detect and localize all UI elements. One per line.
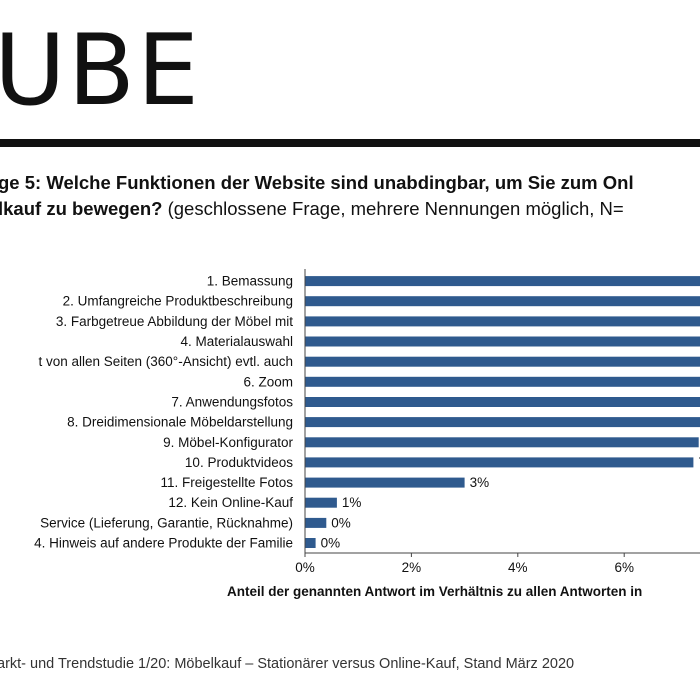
bar xyxy=(305,296,700,307)
value-label: 0% xyxy=(321,536,341,551)
bar xyxy=(305,336,700,347)
header-divider xyxy=(0,139,700,147)
category-label: 2. Umfangreiche Produktbeschreibung xyxy=(63,294,293,309)
category-label: 6. Zoom xyxy=(243,374,293,389)
category-label: 4. Hinweis auf andere Produkte der Famil… xyxy=(34,536,293,551)
category-label: 10. Produktvideos xyxy=(185,455,293,470)
x-tick-label: 0% xyxy=(295,560,315,575)
bar xyxy=(305,497,337,508)
category-label: 9. Möbel-Konfigurator xyxy=(163,435,293,450)
bar xyxy=(305,276,700,287)
bar xyxy=(305,316,700,327)
question-bold-line-1: ge 5: Welche Funktionen der Website sind… xyxy=(0,172,634,193)
bar xyxy=(305,417,700,428)
footer-source: arkt- und Trendstudie 1/20: Möbelkauf – … xyxy=(0,656,575,672)
category-label: 4. Materialauswahl xyxy=(180,334,293,349)
category-label: Service (Lieferung, Garantie, Rücknahme) xyxy=(40,515,293,530)
question-normal-line-2: (geschlossene Frage, mehrere Nennungen m… xyxy=(162,198,624,219)
category-label: 8. Dreidimensionale Möbeldarstellung xyxy=(67,415,293,430)
category-label: 7. Anwendungsfotos xyxy=(171,395,293,410)
bar xyxy=(305,477,465,488)
x-tick-label: 2% xyxy=(402,560,422,575)
question-line-1: ge 5: Welche Funktionen der Website sind… xyxy=(0,170,700,196)
bar xyxy=(305,376,700,387)
question-bold-line-2: lkauf zu bewegen? xyxy=(0,198,163,219)
category-label: 12. Kein Online-Kauf xyxy=(168,495,293,510)
value-label: 3% xyxy=(470,475,490,490)
x-tick-label: 6% xyxy=(614,560,634,575)
bar xyxy=(305,356,700,367)
x-tick-label: 4% xyxy=(508,560,528,575)
x-axis-label: Anteil der genannten Antwort im Verhältn… xyxy=(227,584,643,599)
bar xyxy=(305,437,699,448)
category-label: t von allen Seiten (360°-Ansicht) evtl. … xyxy=(38,354,293,369)
value-label: 1% xyxy=(342,495,362,510)
category-label: 11. Freigestellte Fotos xyxy=(160,475,293,490)
question-text: ge 5: Welche Funktionen der Website sind… xyxy=(0,170,700,222)
bar xyxy=(305,397,700,407)
logo-text: UBE xyxy=(0,14,201,128)
bar xyxy=(305,457,694,468)
category-label: 3. Farbgetreue Abbildung der Möbel mit xyxy=(56,314,293,329)
question-line-2: lkauf zu bewegen? (geschlossene Frage, m… xyxy=(0,196,700,222)
category-label: 1. Bemassung xyxy=(207,274,293,289)
bar xyxy=(305,538,316,548)
value-label: 0% xyxy=(331,515,351,530)
bar xyxy=(305,517,327,528)
value-label: 7% xyxy=(698,455,700,470)
